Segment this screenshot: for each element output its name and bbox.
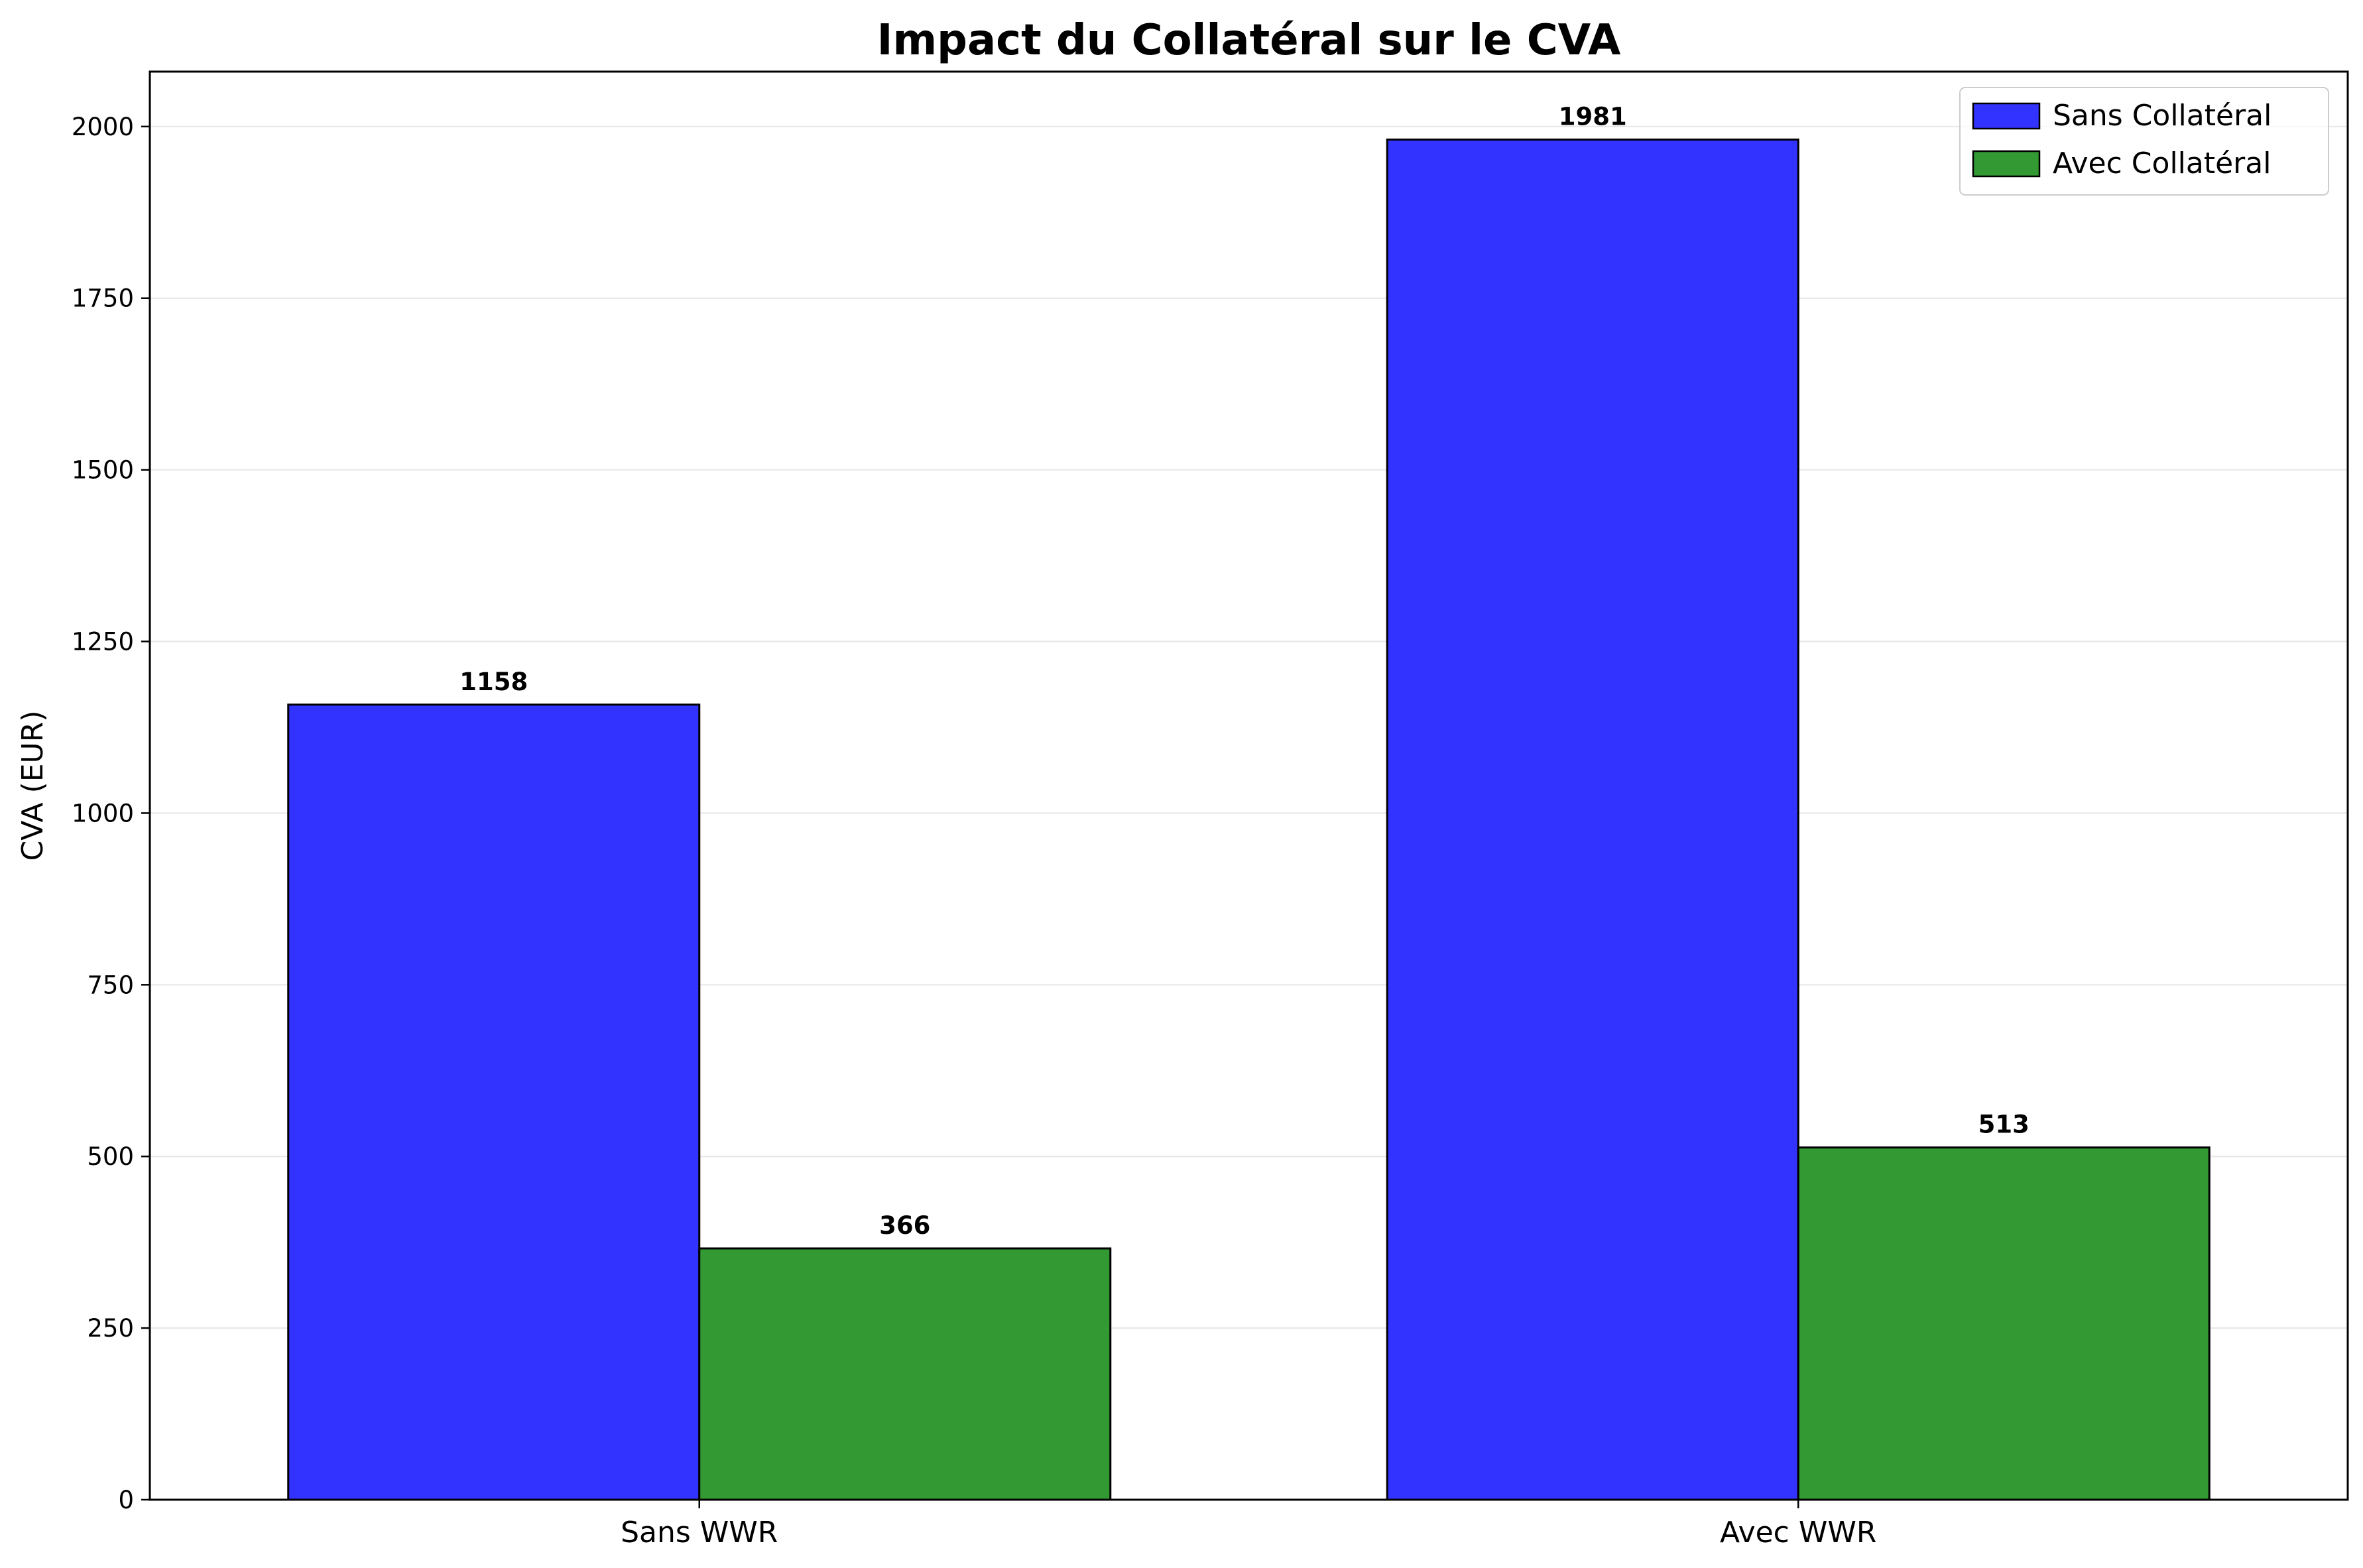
plot-frame xyxy=(149,70,2349,1501)
x-axis: Sans WWR Avec WWR xyxy=(621,1500,1876,1549)
bar-value-label: 513 xyxy=(1978,1111,2030,1139)
data-labels: 1158 366 1981 513 xyxy=(459,103,2030,1240)
y-tick-label: 0 xyxy=(118,1486,134,1514)
x-tick-label: Sans WWR xyxy=(621,1516,778,1549)
legend-box xyxy=(1959,87,2329,196)
y-tick-label: 750 xyxy=(87,971,134,999)
y-tick-label: 1750 xyxy=(72,284,134,313)
y-tick-label: 1500 xyxy=(72,456,134,485)
bar-value-label: 1981 xyxy=(1559,103,1627,131)
legend-label: Sans Collatéral xyxy=(2053,99,2272,133)
y-axis: 0 250 500 750 1000 1250 1500 1750 2000 xyxy=(72,113,150,1514)
y-axis-title: CVA (EUR) xyxy=(16,710,50,861)
y-tick-label: 1250 xyxy=(72,628,134,656)
bars xyxy=(287,139,2211,1501)
bar-value-label: 366 xyxy=(879,1211,930,1240)
y-tick-label: 1000 xyxy=(72,799,134,827)
legend: Sans Collatéral Avec Collatéral xyxy=(1959,87,2329,196)
bar-value-label: 1158 xyxy=(459,668,528,696)
bar-avec-collateral xyxy=(1797,1146,2211,1501)
legend-swatch xyxy=(1972,102,2041,130)
x-tick-label: Avec WWR xyxy=(1720,1516,1876,1549)
legend-label: Avec Collatéral xyxy=(2053,147,2271,180)
y-tick-label: 500 xyxy=(87,1142,134,1171)
chart-title: Impact du Collatéral sur le CVA xyxy=(877,16,1621,65)
y-tick-label: 250 xyxy=(87,1314,134,1343)
bar-sans-collateral xyxy=(1386,139,1799,1501)
bar-sans-collateral xyxy=(287,703,701,1501)
bar-avec-collateral xyxy=(698,1247,1112,1501)
y-tick-label: 2000 xyxy=(72,113,134,141)
legend-swatch xyxy=(1972,150,2041,178)
